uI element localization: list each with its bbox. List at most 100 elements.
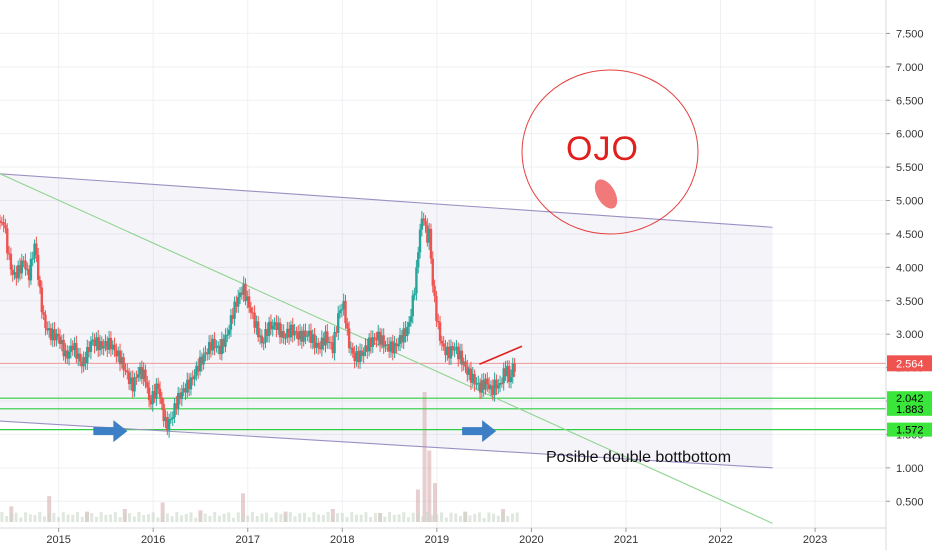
volume-bar	[142, 515, 146, 522]
volume-bar	[422, 392, 427, 522]
candle-body	[313, 334, 316, 348]
callout-dot	[594, 179, 618, 209]
candle-body	[215, 347, 218, 349]
candle-body	[418, 229, 422, 253]
candle-body	[46, 328, 49, 331]
candle-body	[44, 314, 47, 329]
volume-bar	[47, 513, 51, 522]
candle-body	[38, 279, 42, 288]
candle-body	[487, 384, 491, 390]
candle-body	[324, 331, 327, 346]
candle-body	[331, 342, 334, 354]
candle-body	[397, 343, 400, 347]
support-level-badge	[887, 401, 932, 416]
volume-bar	[123, 512, 127, 522]
annotations: OJO Posible double bottbottom	[93, 69, 731, 466]
volume-bar	[161, 512, 165, 522]
candle-body	[387, 344, 391, 352]
candle-body	[382, 335, 385, 347]
candle-body	[206, 352, 209, 355]
candle-body	[486, 378, 489, 385]
volume-bar	[160, 502, 165, 522]
candle-body	[51, 329, 54, 341]
candle-body	[218, 345, 222, 354]
x-tick-label: 2018	[330, 534, 354, 546]
y-tick-label: 5.000	[896, 196, 924, 208]
candle-body	[409, 316, 413, 323]
candle-body	[333, 331, 336, 354]
candle-body	[24, 260, 27, 270]
y-tick-label: 3.000	[896, 329, 924, 341]
candle-body	[184, 388, 187, 393]
volume-bar	[458, 515, 462, 522]
volume-bar	[175, 512, 179, 522]
candle-body	[353, 353, 356, 362]
candle-body	[104, 341, 107, 347]
candle-body	[111, 344, 114, 350]
candle-body	[98, 341, 102, 351]
candle-body	[278, 322, 282, 338]
candle-body	[167, 419, 171, 431]
y-tick-label: 3.500	[896, 296, 924, 308]
candle-body	[249, 307, 253, 313]
candle-body	[226, 334, 229, 336]
volume-bar	[406, 517, 410, 522]
candle-body	[315, 342, 318, 348]
volume-bar	[373, 512, 377, 522]
candle-body	[338, 310, 342, 314]
volume-bar	[477, 512, 481, 522]
volume-bar	[85, 513, 89, 522]
candle-body	[464, 361, 467, 367]
candle-body	[166, 417, 169, 431]
volume-bar	[222, 513, 226, 522]
candle-body	[431, 258, 434, 286]
candle-body	[58, 336, 62, 345]
candle-body	[255, 321, 258, 328]
support-level-label: 1.572	[896, 425, 924, 437]
candle-body	[507, 365, 511, 383]
volume-bar	[427, 450, 432, 522]
candle-body	[304, 330, 307, 337]
candle-body	[326, 331, 329, 343]
volume-bar	[378, 513, 382, 522]
candle-body	[302, 330, 305, 342]
candle-body	[242, 283, 245, 295]
volume-bar	[279, 514, 283, 522]
candle-body	[69, 345, 73, 352]
candle-body	[424, 220, 427, 226]
volume-bar	[402, 512, 406, 522]
candle-body	[67, 351, 71, 359]
candle-body	[233, 301, 236, 319]
candle-body	[506, 365, 509, 377]
candle-body	[413, 293, 416, 296]
candle-body	[358, 350, 362, 363]
volume-bar	[28, 514, 32, 522]
candle-body	[146, 382, 149, 388]
candle-body	[20, 260, 24, 274]
candle-body	[129, 377, 133, 385]
volume-bar	[388, 512, 392, 522]
candle-body	[160, 397, 164, 404]
candle-body	[307, 330, 311, 336]
candle-body	[295, 330, 298, 333]
candle-body	[262, 342, 265, 344]
volume-bar	[9, 513, 13, 522]
volume-bar	[492, 513, 496, 522]
candle-body	[371, 337, 374, 347]
candle-body	[384, 345, 387, 347]
candle-body	[420, 218, 424, 230]
candle-body	[380, 335, 384, 345]
candle-body	[500, 382, 504, 384]
candle-body	[289, 324, 293, 338]
candle-body	[229, 315, 233, 330]
candle-body	[400, 335, 404, 343]
candle-body	[455, 346, 458, 350]
volume-bar	[383, 516, 387, 522]
candle-body	[257, 321, 260, 338]
candles	[0, 211, 516, 438]
last-price-label: 2.564	[896, 358, 924, 370]
x-tick-label: 2016	[141, 534, 165, 546]
volume-bar	[468, 515, 472, 522]
